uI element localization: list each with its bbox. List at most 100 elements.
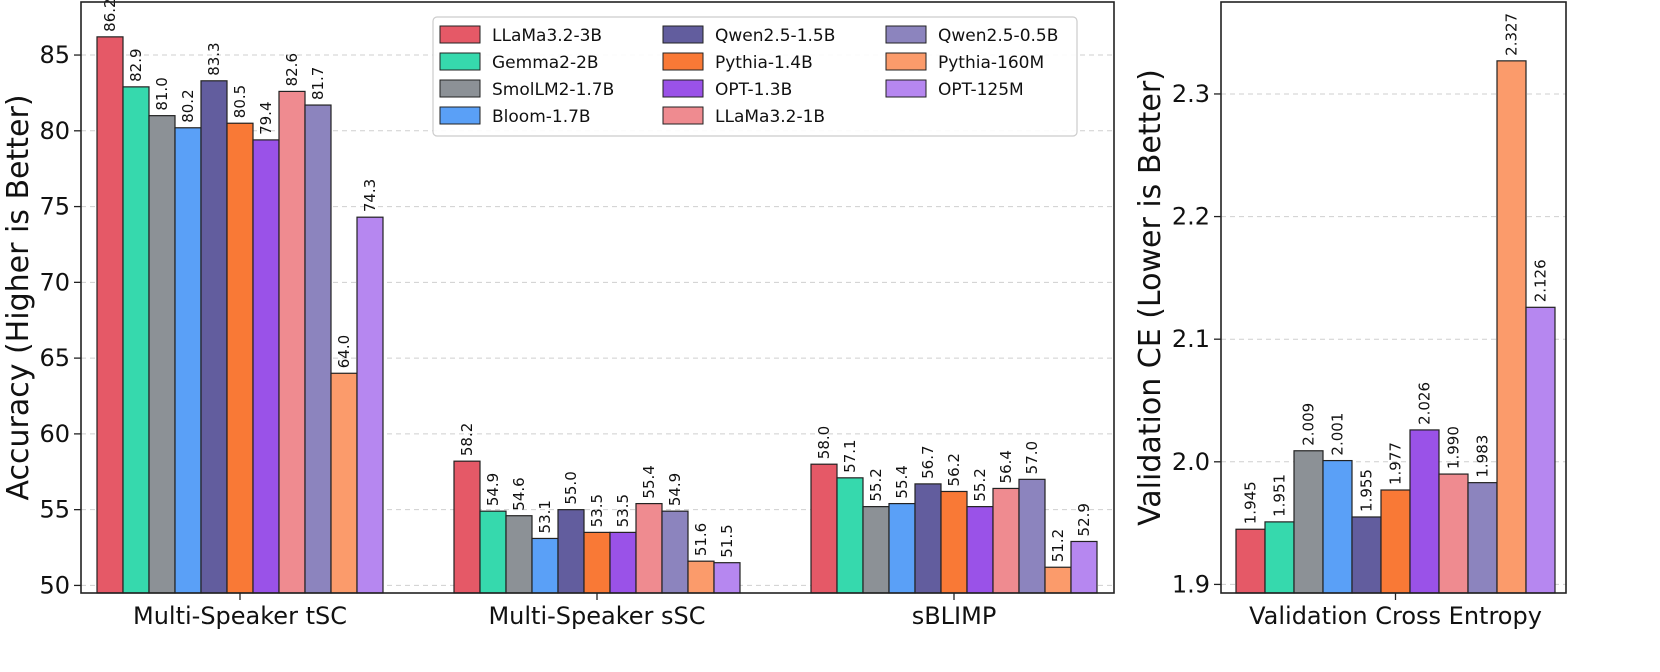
data-label: 1.977: [1387, 442, 1405, 485]
data-label: 54.6: [510, 477, 528, 510]
legend-swatch: [885, 25, 927, 44]
bar: [1409, 429, 1440, 594]
legend-item: Qwen2.5-1.5B: [662, 25, 835, 46]
legend-label: SmolLM2-1.7B: [492, 80, 614, 100]
legend-item: Gemma2-2B: [439, 52, 599, 73]
bar: [278, 90, 306, 594]
bar: [148, 115, 176, 594]
legend-swatch: [439, 25, 481, 44]
legend-label: Bloom-1.7B: [492, 107, 591, 127]
data-label: 1.983: [1474, 435, 1492, 478]
data-label: 51.6: [692, 523, 710, 556]
data-label: 54.9: [484, 473, 502, 506]
legend-swatch: [439, 106, 481, 125]
data-label: 82.6: [283, 53, 301, 86]
bar: [713, 562, 741, 594]
data-label: 52.9: [1075, 503, 1093, 536]
bar: [862, 506, 890, 594]
y-tick-label: 2.0: [1172, 448, 1210, 476]
bar: [661, 510, 689, 594]
data-label: 2.126: [1532, 259, 1550, 302]
bar: [1525, 306, 1556, 594]
y-tick-label: 70: [39, 268, 70, 296]
y-tick-label: 75: [39, 193, 70, 221]
legend-swatch: [439, 79, 481, 98]
data-label: 2.001: [1329, 413, 1347, 456]
bar: [609, 531, 637, 594]
legend-label: Pythia-160M: [938, 53, 1044, 73]
legend-box: [432, 16, 1078, 137]
legend-label: OPT-125M: [938, 80, 1024, 100]
bar: [226, 122, 254, 594]
legend-swatch: [885, 52, 927, 71]
y-tick-label: 65: [39, 344, 70, 372]
legend-label: LLaMa3.2-3B: [492, 26, 602, 46]
bar: [810, 463, 838, 594]
bar: [836, 477, 864, 594]
legend-label: LLaMa3.2-1B: [715, 107, 825, 127]
legend-item: Pythia-160M: [885, 52, 1044, 73]
bar: [1322, 459, 1353, 594]
y-tick-label: 80: [39, 117, 70, 145]
data-label: 86.2: [101, 0, 119, 32]
bar: [914, 483, 942, 594]
bar: [1438, 473, 1469, 594]
data-label: 80.5: [231, 85, 249, 118]
legend-swatch: [885, 79, 927, 98]
legend-label: OPT-1.3B: [715, 80, 792, 100]
y-axis-title: Accuracy (Higher is Better): [1, 94, 36, 500]
bar: [635, 502, 663, 594]
data-label: 51.2: [1049, 529, 1067, 562]
data-label: 64.0: [335, 335, 353, 368]
data-label: 81.7: [309, 67, 327, 100]
data-label: 2.009: [1300, 403, 1318, 446]
bar: [1070, 540, 1098, 594]
bar: [1044, 566, 1072, 594]
legend-item: OPT-125M: [885, 79, 1024, 100]
legend-label: Qwen2.5-1.5B: [715, 26, 835, 46]
bar: [1293, 450, 1324, 594]
bar: [1496, 60, 1527, 594]
x-tick-label: Multi-Speaker sSC: [488, 602, 705, 630]
bar: [1264, 521, 1295, 594]
data-label: 2.026: [1416, 382, 1434, 425]
data-label: 82.9: [127, 48, 145, 81]
data-label: 53.1: [536, 500, 554, 533]
bar: [583, 531, 611, 594]
x-tick-label: Multi-Speaker tSC: [133, 602, 347, 630]
data-label: 56.7: [919, 445, 937, 478]
bar: [992, 487, 1020, 594]
legend-label: Gemma2-2B: [492, 53, 599, 73]
legend: LLaMa3.2-3B Gemma2-2B SmolLM2-1.7B Bloom-1.…: [432, 16, 1078, 137]
legend-swatch: [662, 106, 704, 125]
bar: [557, 509, 585, 594]
legend-item: LLaMa3.2-3B: [439, 25, 602, 46]
bar: [479, 510, 507, 594]
bar: [505, 515, 533, 594]
bar: [174, 127, 202, 594]
bar: [453, 460, 481, 594]
data-label: 55.0: [562, 471, 580, 504]
bar: [1380, 489, 1411, 594]
data-label: 57.1: [841, 439, 859, 472]
data-label: 55.4: [893, 465, 911, 498]
bar: [200, 80, 228, 594]
data-label: 74.3: [361, 179, 379, 212]
bar: [122, 86, 150, 594]
data-label: 56.2: [945, 453, 963, 486]
y-tick-label: 85: [39, 41, 70, 69]
legend-swatch: [662, 52, 704, 71]
legend-swatch: [662, 79, 704, 98]
legend-item: Bloom-1.7B: [439, 106, 591, 127]
bar: [252, 139, 280, 594]
bar: [687, 560, 715, 594]
data-label: 1.955: [1358, 469, 1376, 512]
plot-frame: [1220, 1, 1567, 594]
data-label: 55.2: [867, 468, 885, 501]
data-label: 1.951: [1271, 474, 1289, 517]
y-axis-title: Validation CE (Lower is Better): [1133, 69, 1168, 526]
bar: [1467, 482, 1498, 594]
y-tick-label: 2.2: [1172, 203, 1210, 231]
